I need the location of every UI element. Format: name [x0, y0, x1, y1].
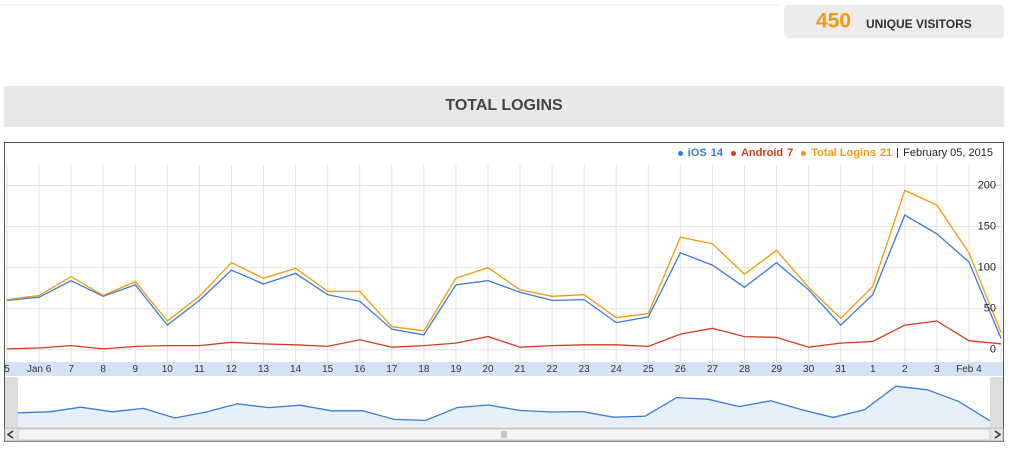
scroll-right-arrow[interactable] — [994, 430, 1002, 439]
x-tick-label: 23 — [579, 364, 591, 375]
y-tick-label: 150 — [978, 220, 996, 232]
legend-value: 21 — [879, 147, 893, 159]
x-tick-label: 21 — [514, 364, 526, 375]
x-tick-label: 14 — [290, 364, 302, 375]
legend-name: Total Logins — [811, 147, 876, 159]
y-tick-label: 100 — [978, 262, 996, 274]
range-handle-right[interactable] — [990, 377, 1003, 428]
x-tick-label: 25 — [643, 364, 655, 375]
legend-dot — [730, 150, 736, 156]
x-tick-label: 15 — [322, 364, 334, 375]
x-tick-label: Feb 4 — [956, 364, 982, 375]
x-tick-label: 13 — [258, 364, 270, 375]
legend-dot — [801, 150, 807, 156]
x-tick-label: 1 — [870, 364, 876, 375]
series-line — [6, 214, 1002, 339]
legend-value: 7 — [787, 147, 794, 159]
legend-separator — [897, 148, 899, 158]
visitors-label: UNIQUE VISITORS — [866, 17, 972, 31]
x-tick-label: 16 — [354, 364, 366, 375]
x-axis-bar — [5, 362, 1003, 376]
x-tick-label: 19 — [450, 364, 462, 375]
x-tick-label: 29 — [771, 364, 783, 375]
x-tick-label: 7 — [68, 364, 74, 375]
overview-area — [18, 386, 990, 427]
legend-value: 14 — [710, 147, 723, 159]
y-tick-label: 200 — [978, 179, 996, 191]
legend-dot — [677, 150, 683, 156]
y-tick-label: 50 — [984, 303, 996, 315]
scroll-grip — [501, 431, 507, 438]
x-tick-label: 2 — [902, 364, 908, 375]
x-tick-label: 12 — [226, 364, 238, 375]
series-line — [6, 320, 1002, 350]
visitors-card — [784, 5, 1004, 38]
legend-date: February 05, 2015 — [903, 147, 993, 159]
x-tick-label: 9 — [132, 364, 138, 375]
x-tick-label: 18 — [418, 364, 430, 375]
range-handle-left[interactable] — [5, 377, 18, 428]
x-tick-label: 10 — [162, 364, 174, 375]
series-line — [6, 189, 1002, 333]
x-tick-label: 5 — [4, 364, 10, 375]
x-tick-label: 28 — [739, 364, 751, 375]
section-title: TOTAL LOGINS — [445, 97, 563, 114]
x-tick-label: 17 — [386, 364, 398, 375]
x-tick-label: 11 — [194, 364, 205, 375]
x-tick-label: 26 — [675, 364, 687, 375]
x-tick-label: 20 — [482, 364, 494, 375]
x-tick-label: 27 — [707, 364, 719, 375]
legend-name: Android — [740, 147, 784, 159]
overview-line — [17, 385, 991, 422]
legend-name: iOS — [687, 147, 707, 159]
y-tick-label: 0 — [990, 344, 996, 356]
x-tick-label: 3 — [934, 364, 940, 375]
x-tick-label: 22 — [547, 364, 559, 375]
x-tick-label: 30 — [803, 364, 815, 375]
x-tick-label: 24 — [611, 364, 623, 375]
x-tick-label: 31 — [835, 364, 847, 375]
section-header — [4, 86, 1004, 127]
scroll-left-arrow[interactable] — [6, 430, 14, 439]
visitors-count: 450 — [816, 10, 851, 33]
legend: iOS 14 Android 7 Total Logins 21 February 05, … — [670, 146, 993, 160]
x-tick-label: Jan 6 — [27, 364, 52, 375]
x-tick-label: 8 — [100, 364, 106, 375]
